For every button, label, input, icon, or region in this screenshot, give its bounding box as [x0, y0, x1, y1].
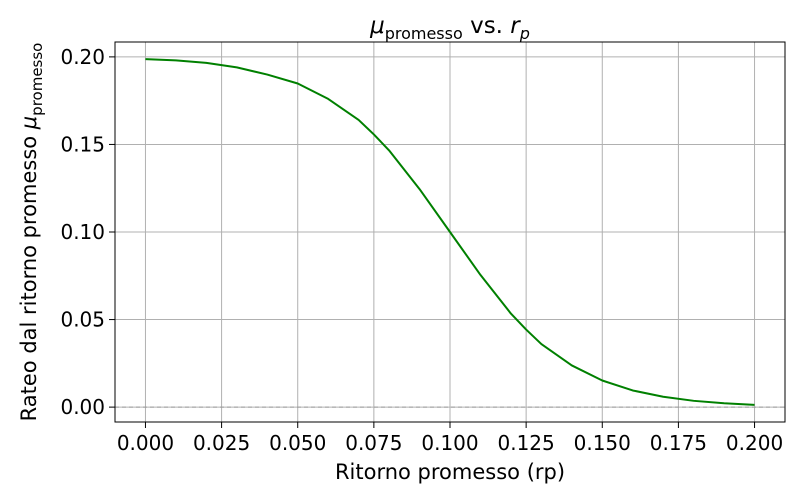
x-tick-label: 0.025 — [193, 431, 250, 455]
x-tick-label: 0.075 — [345, 431, 402, 455]
title-r-subscript: p — [519, 24, 530, 43]
chart-title: μpromesso vs. rp — [369, 13, 530, 43]
x-tick-label: 0.175 — [650, 431, 707, 455]
y-tick-label: 0.10 — [60, 220, 105, 244]
y-axis-label-subscript: promesso — [28, 43, 46, 116]
y-axis-ticks: 0.00 0.05 0.10 0.15 0.20 — [60, 45, 115, 419]
x-tick-label: 0.150 — [574, 431, 631, 455]
series-layer — [145, 58, 755, 406]
y-tick-label: 0.20 — [60, 45, 105, 69]
grid-lines — [115, 42, 785, 422]
series-line — [145, 58, 755, 406]
x-axis-label: Ritorno promesso (rp) — [335, 460, 565, 484]
title-vs-text: vs. — [463, 13, 511, 39]
title-mu-symbol: μ — [369, 13, 385, 39]
x-tick-label: 0.100 — [421, 431, 478, 455]
x-tick-label: 0.200 — [726, 431, 783, 455]
x-tick-label: 0.000 — [117, 431, 174, 455]
y-tick-label: 0.05 — [60, 308, 105, 332]
x-axis-ticks: 0.000 0.025 0.050 0.075 0.100 0.125 0.150 0.175… — [117, 422, 783, 455]
y-axis-label-mu: μ — [17, 116, 41, 130]
title-r-symbol: r — [510, 13, 521, 39]
x-tick-label: 0.125 — [498, 431, 555, 455]
x-tick-label: 0.050 — [269, 431, 326, 455]
y-axis-label-text: Rateo dal ritorno promesso — [17, 129, 41, 421]
y-axis-label: Rateo dal ritorno promesso μpromesso — [17, 43, 46, 422]
title-mu-subscript: promesso — [385, 24, 463, 43]
y-tick-label: 0.15 — [60, 132, 105, 156]
y-tick-label: 0.00 — [60, 395, 105, 419]
